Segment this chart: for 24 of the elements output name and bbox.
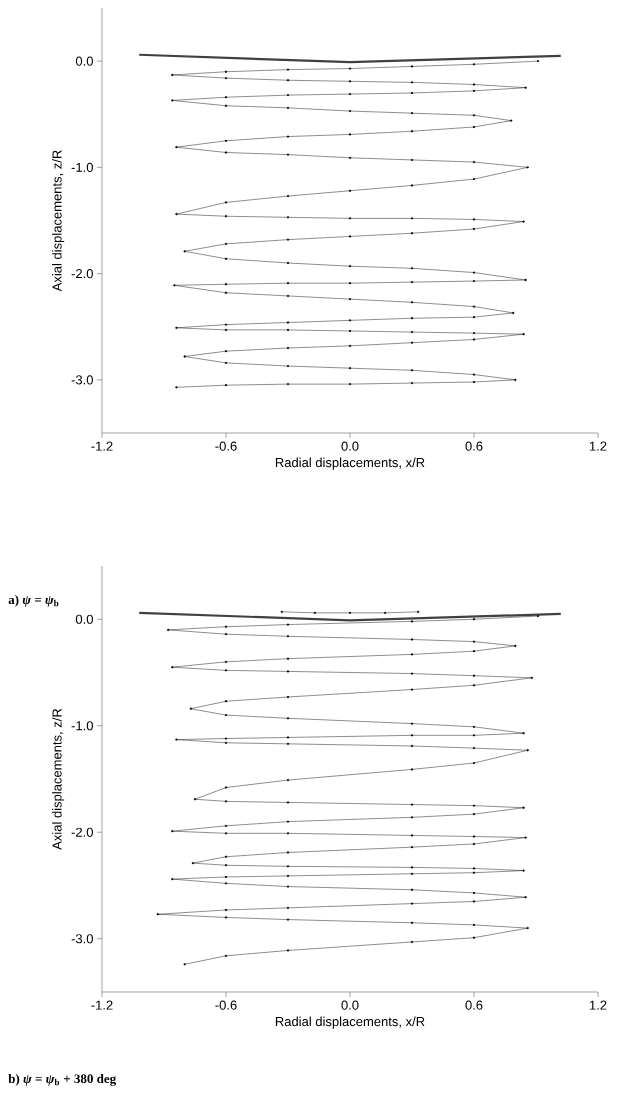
y-tick-label: -1.0: [71, 721, 93, 731]
x-tick-label: 0.0: [341, 441, 359, 451]
x-tick-label: 1.2: [589, 441, 607, 451]
y-tick-label: -1.0: [71, 162, 93, 172]
x-tick-label: 0.0: [341, 1000, 359, 1010]
x-axis-title: Radial displacements, x/R: [275, 1016, 425, 1029]
y-tick-label: -2.0: [71, 827, 93, 837]
x-tick-label: -0.6: [215, 1000, 237, 1010]
x-tick-label: 0.6: [465, 1000, 483, 1010]
y-tick-label: -2.0: [71, 269, 93, 279]
x-tick-label: -1.2: [91, 1000, 113, 1010]
y-axis-title: Axial displacements, z/R: [52, 150, 65, 292]
y-axis-title: Axial displacements, z/R: [52, 708, 65, 850]
text: a) ψ = ψ$_{b}$: [8, 594, 59, 607]
x-tick-label: 0.6: [465, 441, 483, 451]
x-axis-title: Radial displacements, x/R: [275, 457, 425, 470]
y-tick-label: 0.0: [75, 56, 93, 66]
y-tick-label: -3.0: [71, 934, 93, 944]
text: b) ψ = ψ$_{b}$ + 380 deg: [8, 1073, 117, 1086]
x-tick-label: -1.2: [91, 441, 113, 451]
y-tick-label: 0.0: [75, 614, 93, 624]
x-tick-label: 1.2: [589, 1000, 607, 1010]
y-tick-label: -3.0: [71, 375, 93, 385]
x-tick-label: -0.6: [215, 441, 237, 451]
